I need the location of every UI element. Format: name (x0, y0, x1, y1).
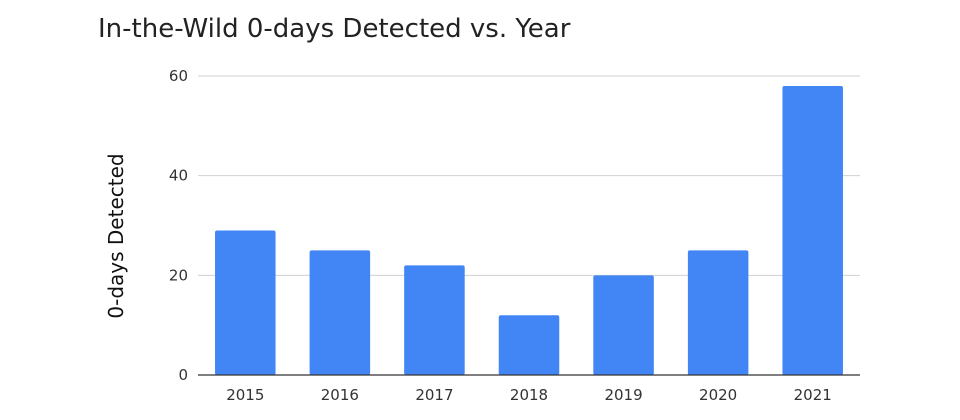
grid-lines (198, 75, 860, 276)
bar (687, 250, 749, 375)
y-tick-label: 60 (169, 67, 188, 85)
y-tick-label: 20 (169, 266, 188, 284)
y-axis-label: 0-days Detected (104, 153, 128, 318)
y-tick-label: 40 (169, 167, 188, 185)
bar (782, 85, 843, 375)
axes: 0 20 40 60 2015 2016 2017 2018 2019 2020 2021 (169, 67, 860, 404)
bar (215, 230, 276, 375)
x-tick-label: 2016 (321, 386, 359, 404)
chart-title: In-the-Wild 0-days Detected vs. Year (98, 14, 571, 44)
x-tick-label: 2021 (794, 386, 832, 404)
bar (498, 315, 560, 375)
x-tick-label: 2019 (604, 386, 642, 404)
bar (309, 250, 371, 375)
bars (215, 85, 843, 375)
x-tick-label: 2015 (226, 386, 264, 404)
y-tick-label: 0 (178, 366, 188, 384)
x-tick-label: 2018 (510, 386, 548, 404)
x-tick-label: 2017 (415, 386, 453, 404)
bar (593, 275, 654, 375)
x-tick-label: 2020 (699, 386, 737, 404)
bar (404, 265, 465, 375)
